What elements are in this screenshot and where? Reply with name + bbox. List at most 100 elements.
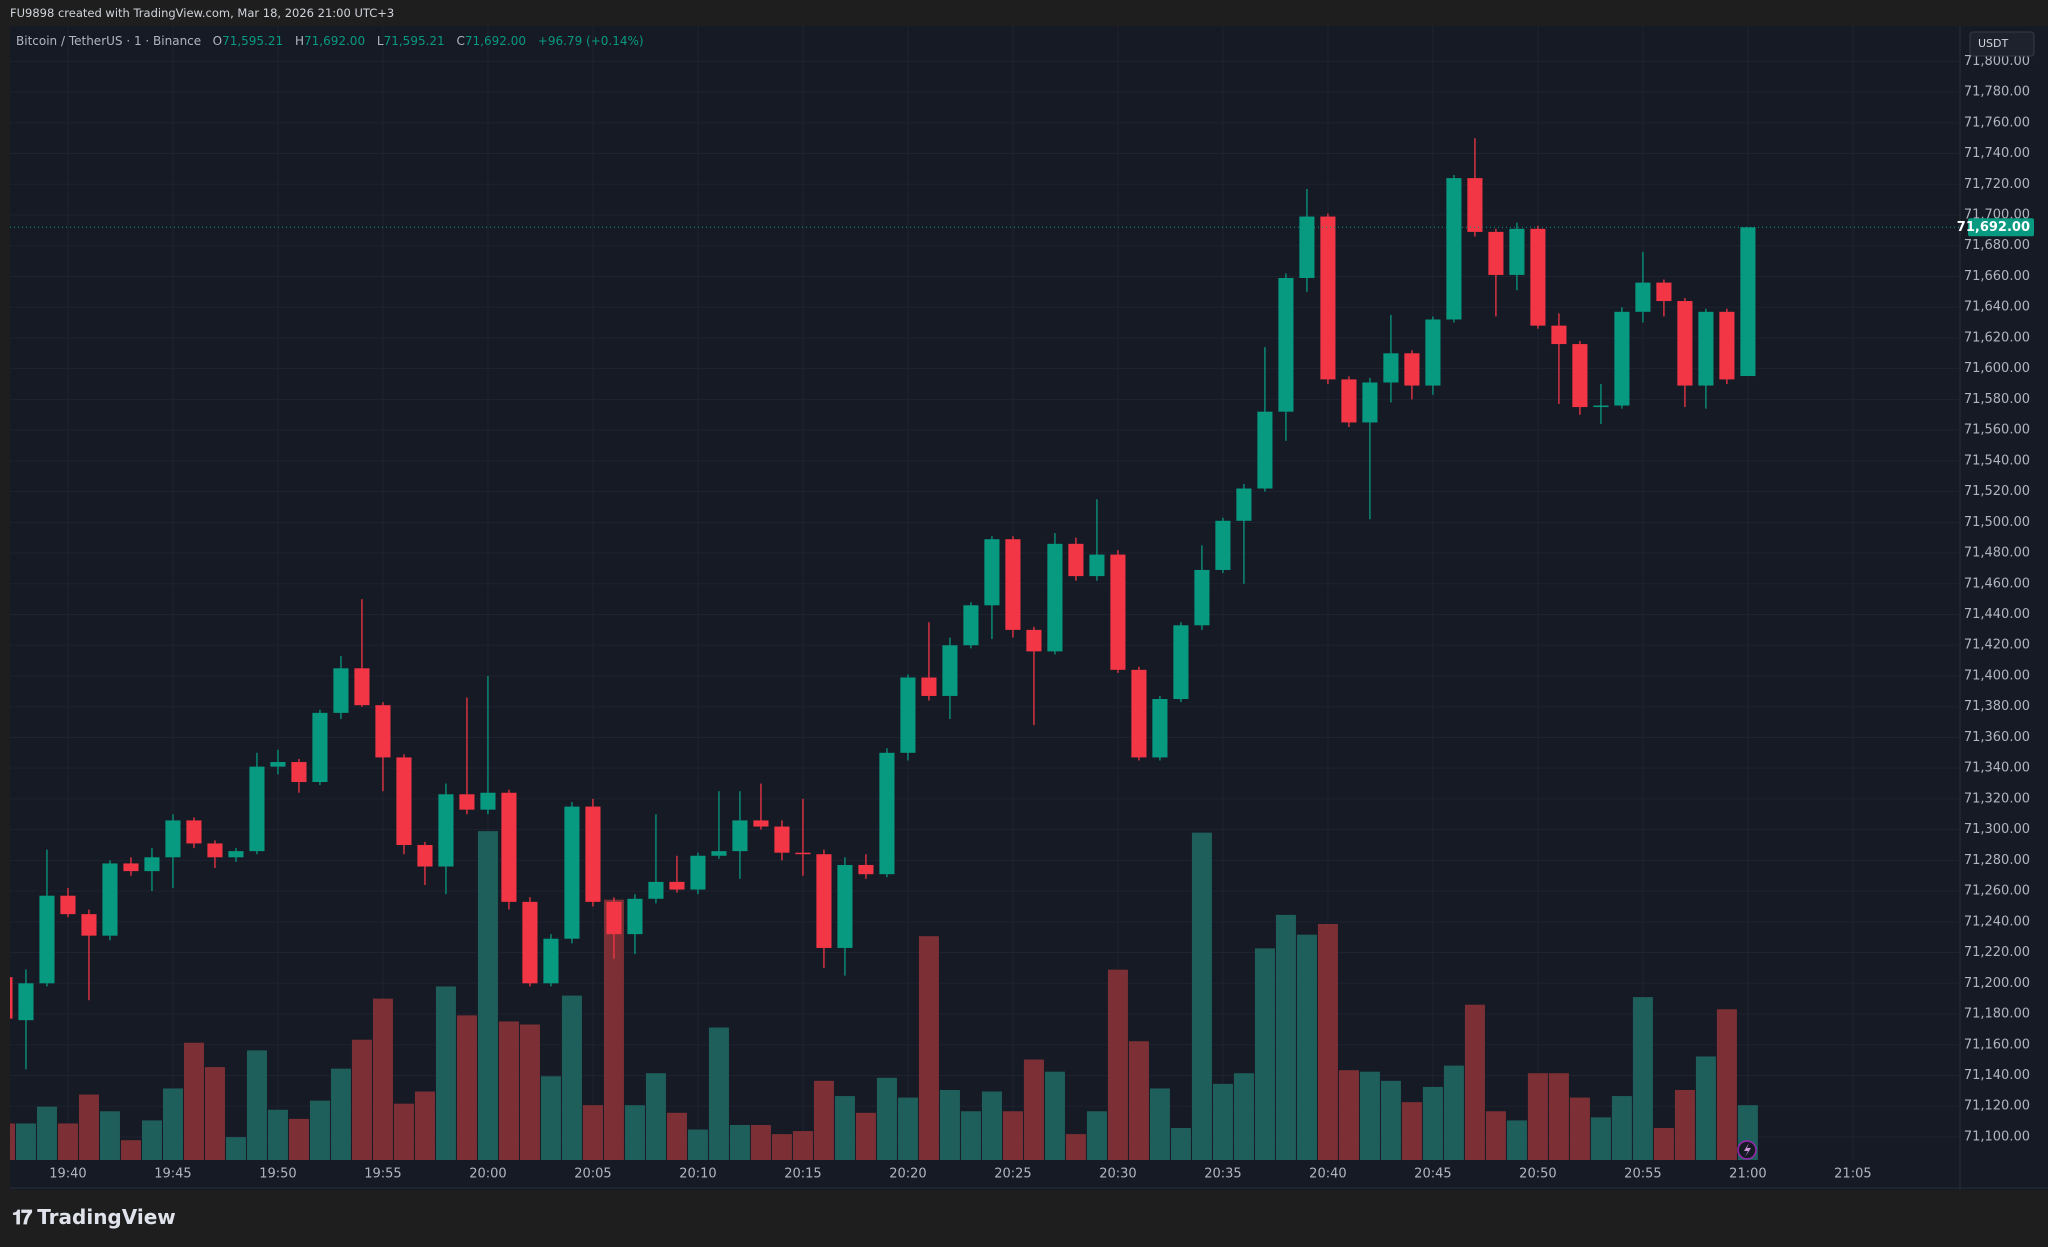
volume-bar bbox=[1338, 1070, 1359, 1160]
candle-body bbox=[249, 766, 265, 852]
candle-body bbox=[438, 794, 454, 867]
candle-body bbox=[732, 820, 748, 852]
volume-bar bbox=[225, 1137, 246, 1160]
x-tick-label: 19:50 bbox=[259, 1167, 296, 1182]
volume-bar bbox=[1296, 934, 1317, 1160]
volume-bar bbox=[393, 1103, 414, 1160]
volume-bar bbox=[204, 1067, 225, 1160]
volume-bar bbox=[10, 1123, 15, 1160]
candle-body bbox=[1068, 543, 1084, 577]
candle-body bbox=[1341, 379, 1357, 423]
volume-bar bbox=[666, 1112, 687, 1160]
candle-body bbox=[1194, 569, 1210, 626]
x-tick-label: 19:45 bbox=[154, 1167, 191, 1182]
x-tick-label: 19:55 bbox=[364, 1167, 401, 1182]
candle-body bbox=[753, 820, 769, 827]
volume-bar bbox=[1485, 1111, 1506, 1160]
y-tick-label: 71,180.00 bbox=[1964, 1007, 2030, 1022]
y-tick-label: 71,280.00 bbox=[1964, 853, 2030, 868]
candle-body bbox=[1446, 178, 1462, 320]
candle-body bbox=[207, 843, 223, 858]
footer bbox=[0, 1190, 2048, 1247]
y-tick-label: 71,760.00 bbox=[1964, 115, 2030, 130]
volume-bar bbox=[624, 1105, 645, 1160]
volume-bar bbox=[288, 1118, 309, 1160]
volume-bar bbox=[603, 899, 624, 1160]
volume-bar bbox=[1317, 924, 1338, 1160]
chart: 71,100.00 71,120.00 71,140.00 71,160.00 71,1… bbox=[10, 26, 2048, 1190]
volume-bar bbox=[813, 1080, 834, 1160]
candle-body bbox=[564, 806, 580, 939]
candle-body bbox=[1593, 405, 1609, 408]
volume-bar bbox=[1590, 1117, 1611, 1160]
volume-bar bbox=[1569, 1097, 1590, 1160]
volume-bar bbox=[1002, 1111, 1023, 1160]
volume-bar bbox=[477, 831, 498, 1160]
volume-bar bbox=[1632, 997, 1653, 1160]
candle-body bbox=[648, 881, 664, 899]
candle-body bbox=[1635, 282, 1651, 312]
candle-body bbox=[1047, 543, 1063, 652]
y-tick-label: 71,140.00 bbox=[1964, 1068, 2030, 1083]
volume-bar bbox=[519, 1024, 540, 1160]
volume-bar bbox=[1065, 1134, 1086, 1160]
y-tick-label: 71,340.00 bbox=[1964, 761, 2030, 776]
candle-body bbox=[1152, 699, 1168, 758]
candle-body bbox=[1110, 554, 1126, 670]
candle-body bbox=[585, 806, 601, 902]
volume-bar bbox=[1275, 914, 1296, 1160]
candle-body bbox=[1257, 411, 1273, 489]
volume-bar bbox=[1086, 1111, 1107, 1160]
candle-body bbox=[291, 762, 307, 782]
volume-bar bbox=[1422, 1086, 1443, 1160]
volume-bar bbox=[435, 986, 456, 1160]
volume-bar bbox=[246, 1050, 267, 1160]
logo[interactable]: 𝟏𝟕 TradingView bbox=[12, 1205, 176, 1229]
candle-body bbox=[312, 712, 328, 782]
y-tick-label: 71,520.00 bbox=[1964, 484, 2030, 499]
y-tick-label: 71,460.00 bbox=[1964, 576, 2030, 591]
volume-bar bbox=[855, 1112, 876, 1160]
volume-bar bbox=[750, 1124, 771, 1160]
x-tick-label: 20:05 bbox=[574, 1167, 611, 1182]
candle-body bbox=[1740, 227, 1756, 377]
x-tick-label: 20:45 bbox=[1414, 1167, 1451, 1182]
volume-bar bbox=[1401, 1102, 1422, 1160]
candle-body bbox=[669, 881, 685, 890]
y-tick-label: 71,500.00 bbox=[1964, 515, 2030, 530]
candle-body bbox=[480, 792, 496, 810]
y-tick-label: 71,120.00 bbox=[1964, 1099, 2030, 1114]
high: 71,692.00 bbox=[304, 34, 366, 48]
candle-body bbox=[900, 677, 916, 753]
volume-bar bbox=[1716, 1009, 1737, 1160]
volume-bar bbox=[729, 1124, 750, 1160]
logo-text: TradingView bbox=[37, 1205, 176, 1229]
volume-bar bbox=[1380, 1080, 1401, 1160]
volume-bar bbox=[36, 1106, 57, 1160]
x-tick-label: 20:55 bbox=[1624, 1167, 1661, 1182]
candle-body bbox=[39, 895, 55, 984]
last-price-box bbox=[1968, 218, 2034, 237]
candle-body bbox=[1320, 216, 1336, 380]
y-tick-label: 71,100.00 bbox=[1964, 1129, 2030, 1144]
low-label: L bbox=[376, 34, 384, 48]
x-tick-label: 20:00 bbox=[469, 1167, 506, 1182]
volume-bar bbox=[897, 1097, 918, 1160]
candle-body bbox=[1278, 278, 1294, 412]
volume-bar bbox=[561, 995, 582, 1160]
volume-bar bbox=[15, 1123, 36, 1160]
volume-bar bbox=[1191, 832, 1212, 1160]
candle-body bbox=[501, 792, 517, 902]
currency-box[interactable] bbox=[1969, 31, 2035, 57]
legend: Bitcoin / TetherUS · 1 · Binance O71,595… bbox=[16, 34, 652, 48]
candle-body bbox=[837, 864, 853, 948]
candle-body bbox=[354, 668, 370, 706]
volume-bar bbox=[771, 1134, 792, 1160]
volume-bar bbox=[960, 1111, 981, 1160]
close: 71,692.00 bbox=[464, 34, 526, 48]
volume-bar bbox=[918, 936, 939, 1160]
y-tick-label: 71,320.00 bbox=[1964, 791, 2030, 806]
candle-body bbox=[816, 854, 832, 948]
candle-body bbox=[1089, 554, 1105, 577]
y-tick-label: 71,380.00 bbox=[1964, 699, 2030, 714]
